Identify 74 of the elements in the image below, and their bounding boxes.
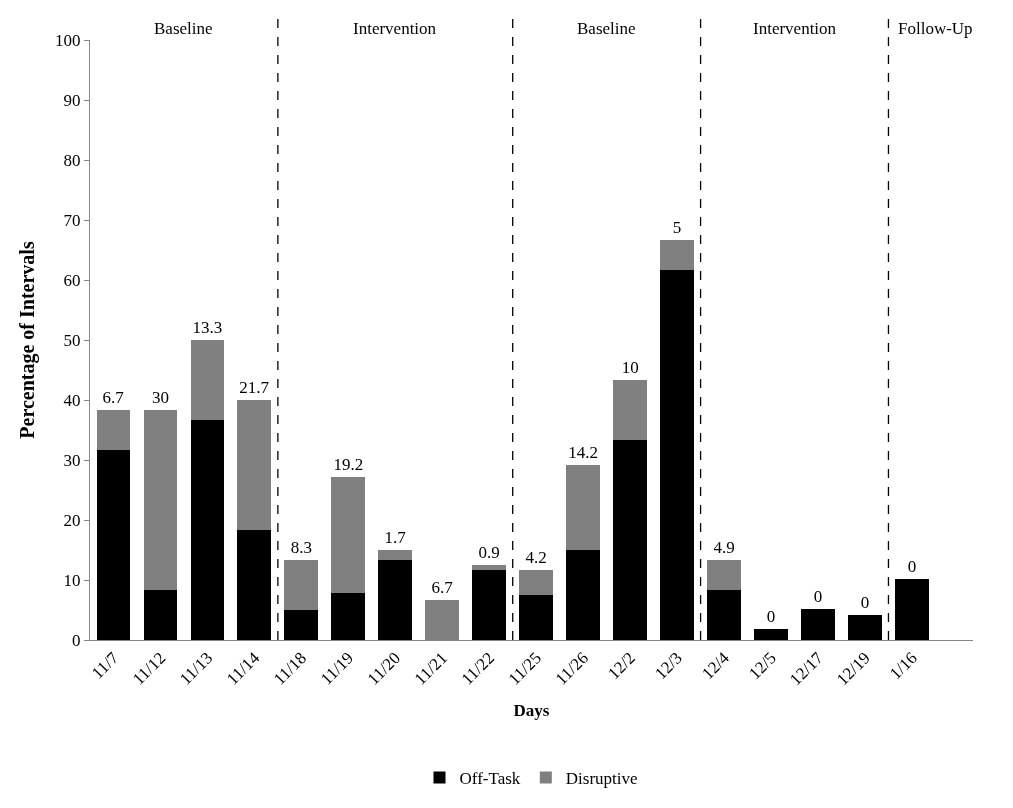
bar	[613, 440, 648, 640]
x-tick-label: 12/3	[651, 648, 686, 684]
data-label: 0	[813, 587, 823, 607]
y-tick-label: 10	[63, 570, 81, 590]
bar	[566, 464, 601, 550]
text: Follow-Up	[898, 19, 973, 38]
x-axis-title: Days	[513, 700, 550, 720]
bar	[237, 400, 272, 531]
bar	[143, 590, 178, 640]
bar	[754, 629, 788, 640]
data-label: 21.7	[239, 378, 270, 397]
bar	[190, 340, 225, 420]
bar	[519, 595, 554, 640]
x-tick-label: 12/2	[604, 648, 639, 684]
y-tick-label: 50	[63, 330, 81, 350]
bar	[660, 269, 695, 640]
bar	[472, 565, 507, 571]
y-tick-label: 0	[72, 630, 81, 650]
bar	[331, 477, 366, 593]
bar	[331, 592, 366, 640]
text: Baseline	[154, 19, 213, 38]
data-label: 4.2	[525, 547, 547, 567]
data-label: 0	[766, 607, 776, 627]
legend-label: Disruptive	[565, 769, 638, 789]
data-label: 5	[672, 217, 682, 237]
bar	[237, 530, 272, 640]
data-label: 4.9	[713, 538, 735, 558]
y-tick-label: 70	[63, 210, 81, 230]
text: Intervention	[353, 19, 437, 38]
data-label: 6.7	[102, 388, 125, 408]
bar	[566, 550, 601, 640]
bar	[96, 410, 131, 451]
bar	[848, 614, 882, 640]
data-label: 8.3	[290, 538, 312, 558]
text: Intervention	[753, 19, 837, 38]
data-label: 13.3	[192, 318, 223, 337]
y-tick-label: 90	[63, 90, 81, 110]
bar	[284, 610, 319, 640]
x-tick-label: 11/7	[87, 647, 123, 683]
bar	[378, 560, 413, 640]
x-tick-label: 1/16	[885, 648, 921, 684]
bar	[613, 380, 648, 441]
y-tick-label: 60	[63, 270, 81, 290]
x-tick-label: 12/4	[698, 647, 734, 684]
data-label: 10	[621, 358, 639, 378]
bar	[660, 239, 695, 270]
bar	[472, 570, 507, 640]
data-label: 14.2	[568, 442, 599, 462]
bar	[519, 569, 554, 595]
y-tick-label: 100	[55, 30, 81, 50]
data-label: 1.7	[384, 528, 407, 547]
bar	[895, 578, 929, 640]
data-label: 0	[860, 592, 870, 612]
bar	[378, 550, 413, 561]
y-tick-label: 80	[63, 150, 81, 170]
bar	[96, 450, 131, 640]
data-label: 0	[907, 556, 917, 576]
data-label: 30	[151, 388, 169, 408]
bar	[707, 560, 741, 590]
y-tick-label: 20	[63, 510, 81, 530]
data-label: 0.9	[478, 543, 500, 562]
bar	[190, 419, 225, 640]
y-tick-label: 40	[63, 390, 81, 410]
y-tick-label: 30	[63, 450, 81, 470]
text: Baseline	[577, 19, 636, 38]
y-axis-title: Percentage of Intervals	[15, 241, 39, 439]
bar	[801, 609, 835, 640]
data-label: 6.7	[431, 577, 454, 597]
data-label: 19.2	[333, 455, 364, 475]
legend-label: Off-Task	[459, 769, 521, 789]
x-tick-label: 12/5	[745, 648, 780, 684]
bar	[143, 410, 178, 591]
bar	[707, 589, 741, 640]
bar	[284, 560, 319, 610]
